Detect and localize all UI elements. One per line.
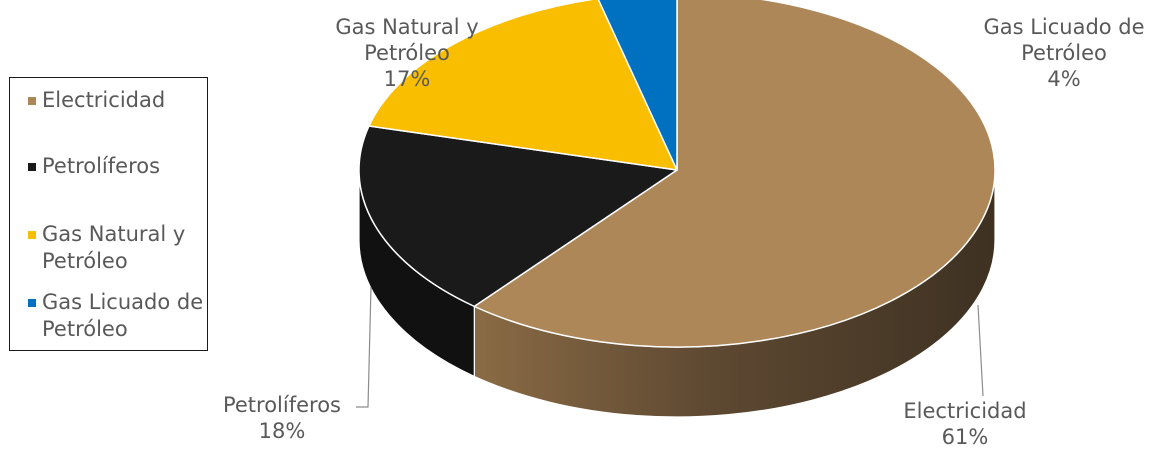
legend-label-petroliferos: Petrolíferos [42,154,161,178]
slice-label-gas-natural-name-1: Gas Natural y [335,15,479,39]
slice-label-electricidad: Electricidad 61% [890,398,1040,450]
slice-label-gas-licuado-name-2: Petróleo [1021,41,1107,65]
legend-item-gas-natural: Gas Natural y Petróleo [28,221,206,275]
slice-label-gas-natural-name-2: Petróleo [364,41,450,65]
slice-label-petroliferos: Petrolíferos 18% [207,392,357,444]
slice-label-electricidad-value: 61% [941,425,989,449]
legend-swatch-gas-licuado [28,299,36,307]
pie-slice-electricidad [473,0,996,348]
legend-item-petroliferos: Petrolíferos [28,153,206,180]
slice-label-gas-natural-value: 17% [383,67,431,91]
legend-item-electricidad: Electricidad [28,87,206,114]
legend-item-gas-licuado: Gas Licuado de Petróleo [28,289,206,343]
leader-line-petroliferos [356,286,372,408]
slice-label-gas-licuado-value: 4% [1047,67,1081,91]
pie-slice-gas-natural-y-petroleo [368,0,678,171]
legend-swatch-electricidad [28,97,36,105]
slice-label-petroliferos-value: 18% [258,419,306,443]
slice-label-gas-licuado-name-1: Gas Licuado de [983,15,1145,39]
slice-label-gas-licuado: Gas Licuado de Petróleo 4% [974,14,1154,92]
legend-label-electricidad: Electricidad [42,88,166,112]
pie-top-faces [358,0,996,348]
legend-swatch-gas-natural [28,231,36,239]
slice-label-electricidad-name: Electricidad [903,399,1027,423]
leader-line-electricidad [977,304,984,397]
chart-legend: Electricidad Petrolíferos Gas Natural y … [9,77,208,351]
slice-label-gas-natural: Gas Natural y Petróleo 17% [322,14,492,92]
legend-swatch-petroliferos [28,163,36,171]
legend-label-gas-licuado: Gas Licuado de Petróleo [42,290,204,341]
leader-lines [356,286,984,408]
slice-label-petroliferos-name: Petrolíferos [222,393,342,417]
pie-slice-petroliferos [358,125,678,308]
pie-slice-gas-licuado-de-petroleo [597,0,678,171]
legend-label-gas-natural: Gas Natural y Petróleo [42,222,186,273]
